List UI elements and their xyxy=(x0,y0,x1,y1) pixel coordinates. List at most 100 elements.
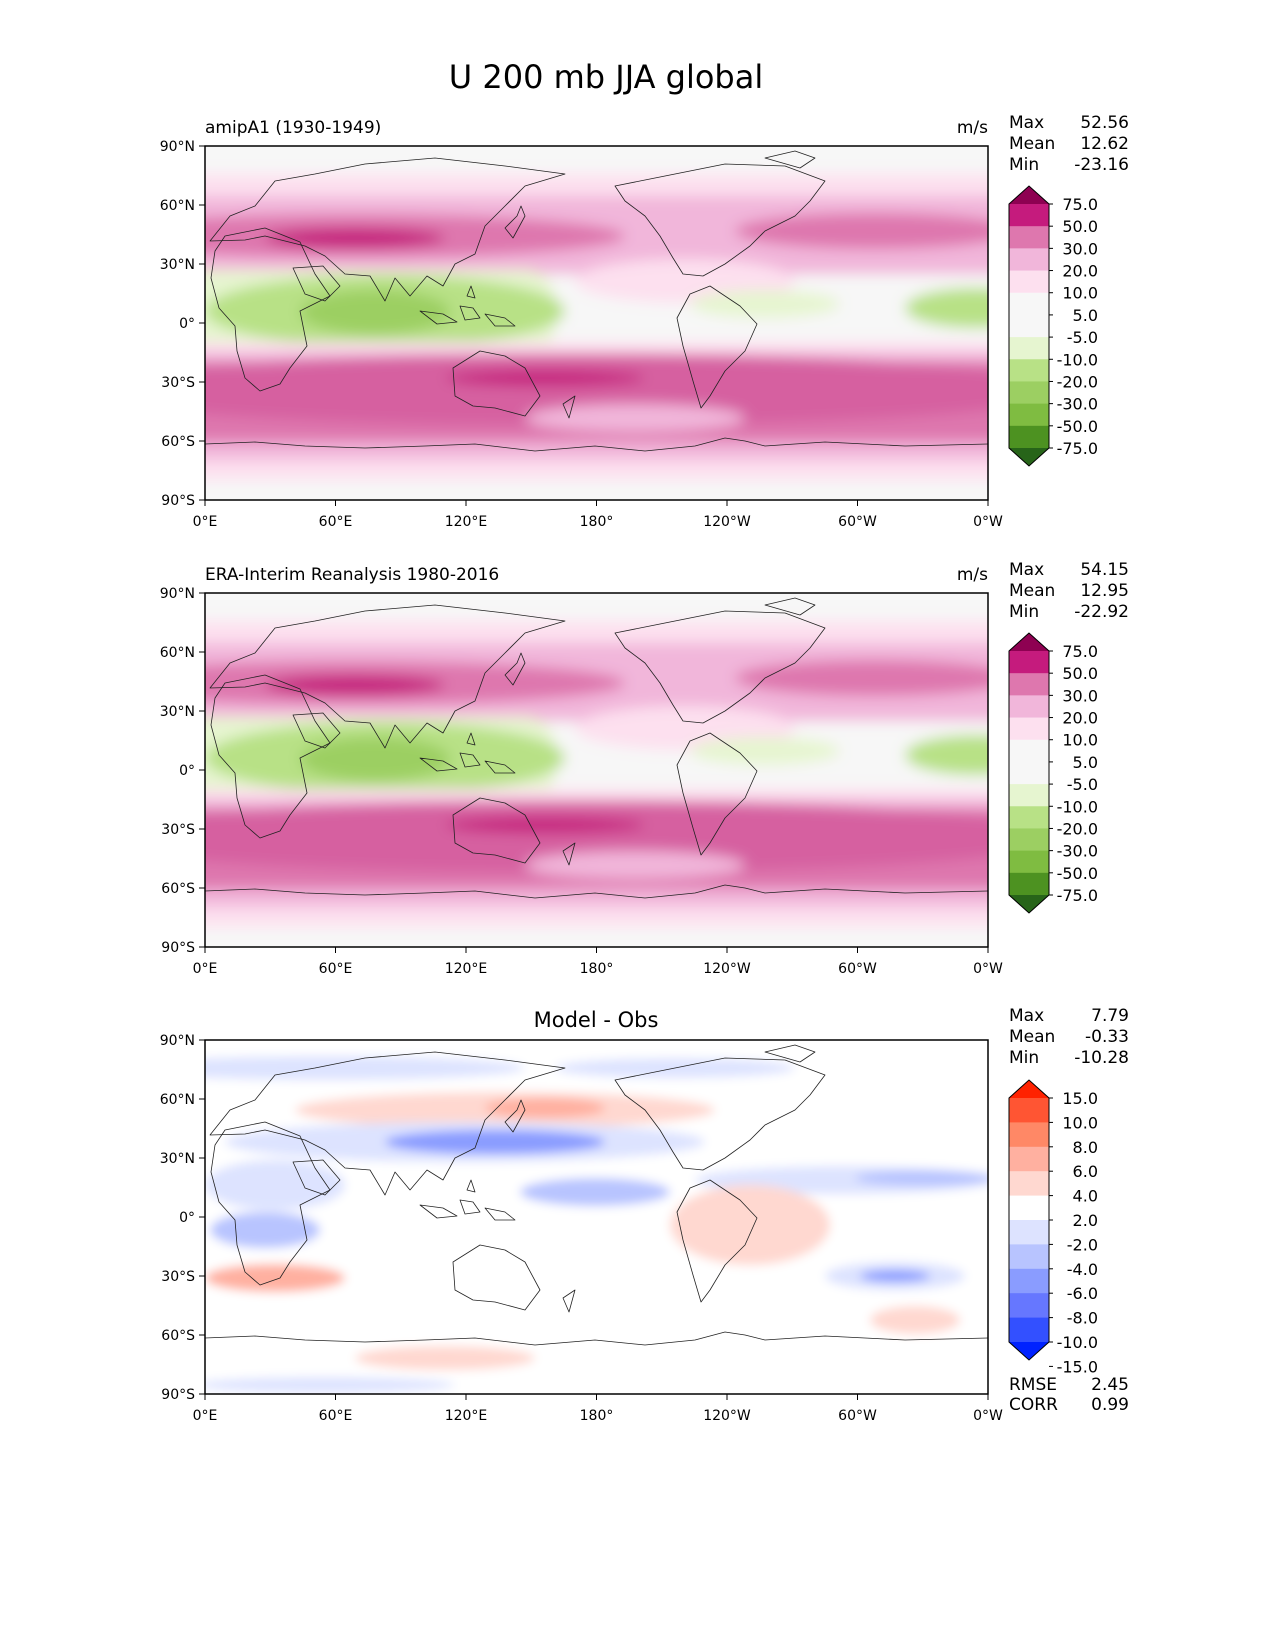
colorbar-level-label: 30.0 xyxy=(1062,686,1098,705)
colorbar-level-label: -20.0 xyxy=(1057,819,1098,838)
colorbar-level-label: 75.0 xyxy=(1062,195,1098,214)
panel-obs: ERA-Interim Reanalysis 1980-2016 m/s 90°… xyxy=(75,560,1129,977)
lon-tick-label: 0°E xyxy=(193,514,218,530)
lat-tick-label: 60°S xyxy=(161,434,195,450)
colorbar-swatch xyxy=(1009,359,1049,382)
lat-tick-label: 30°N xyxy=(160,1151,195,1167)
lat-tick-label: 60°N xyxy=(160,198,195,214)
colorbar-level-label: -6.0 xyxy=(1067,1284,1098,1303)
panel-diff-colorbar: 15.0 10.0 8.0 6.0 4.0 2.0 -2.0 -4.0 -6.0 -8.0 -10.… xyxy=(1008,1079,1098,1376)
colorbar-swatch xyxy=(1009,425,1049,449)
panel-model-min-label: Min xyxy=(1009,155,1039,175)
colorbar-swatch xyxy=(1009,1171,1049,1197)
lat-tick-label: 0° xyxy=(179,1210,195,1226)
colorbar-level-label: -15.0 xyxy=(1057,1357,1098,1376)
lat-tick-label: 30°S xyxy=(161,1269,195,1285)
colorbar-swatch xyxy=(1009,872,1049,896)
panel-model-min-value: -23.16 xyxy=(1074,155,1129,175)
panel-model-field xyxy=(75,116,1075,530)
panel-diff: Model - Obs 90°N 60°N 30°N 0° 30°S 60°S 90°S 0… xyxy=(125,1006,1129,1424)
colorbar-level-label: -30.0 xyxy=(1057,842,1098,861)
colorbar-swatch xyxy=(1009,739,1049,763)
panel-diff-corr-value: 0.99 xyxy=(1091,1395,1129,1415)
colorbar-level-label: 5.0 xyxy=(1073,753,1098,772)
panel-obs-max-label: Max xyxy=(1009,560,1044,580)
colorbar-swatch xyxy=(1009,806,1049,829)
panel-model-colorbar: 75.0 50.0 30.0 20.0 10.0 5.0 -5.0 -10.0 -20.0 -30… xyxy=(1008,185,1098,467)
colorbar-swatch xyxy=(1009,1122,1049,1148)
colorbar-swatch xyxy=(1009,1317,1049,1343)
colorbar-swatch xyxy=(1009,1195,1049,1221)
colorbar-level-label: -10.0 xyxy=(1057,797,1098,816)
panel-obs-mean-label: Mean xyxy=(1009,581,1055,601)
panel-obs-field xyxy=(75,563,1075,977)
colorbar-level-label: 2.0 xyxy=(1073,1211,1098,1230)
lon-tick-label: 120°E xyxy=(445,1408,488,1424)
panel-diff-min-label: Min xyxy=(1009,1048,1039,1068)
lat-tick-label: 60°S xyxy=(161,1328,195,1344)
colorbar-level-label: -4.0 xyxy=(1067,1260,1098,1279)
panel-model-max-value: 52.56 xyxy=(1080,113,1129,133)
lat-tick-label: 0° xyxy=(179,763,195,779)
colorbar-level-label: -2.0 xyxy=(1067,1235,1098,1254)
panel-model-mean-value: 12.62 xyxy=(1080,134,1129,154)
colorbar-level-label: 30.0 xyxy=(1062,239,1098,258)
panel-model-units: m/s xyxy=(957,118,988,138)
lon-tick-label: 120°E xyxy=(445,514,488,530)
colorbar-swatch xyxy=(1009,1293,1049,1319)
colorbar-swatch xyxy=(1009,1244,1049,1270)
colorbar-extend-max xyxy=(1009,633,1049,651)
colorbar-swatch xyxy=(1009,828,1049,852)
panel-diff-subtitle: Model - Obs xyxy=(534,1008,659,1032)
lon-tick-label: 60°W xyxy=(838,961,877,977)
colorbar-level-label: 6.0 xyxy=(1073,1162,1098,1181)
lat-tick-label: 30°N xyxy=(160,257,195,273)
lon-tick-label: 0°E xyxy=(193,961,218,977)
figure-title: U 200 mb JJA global xyxy=(449,58,763,96)
panel-diff-rmse-label: RMSE xyxy=(1009,1375,1057,1395)
colorbar-swatch xyxy=(1009,204,1049,227)
colorbar-swatch xyxy=(1009,248,1049,272)
lon-tick-label: 180° xyxy=(580,961,614,977)
lon-tick-label: 120°W xyxy=(703,514,751,530)
colorbar-level-label: -5.0 xyxy=(1067,775,1098,794)
panel-model: amipA1 (1930-1949) m/s 90°N 60°N 30°N 0° 30°… xyxy=(75,113,1129,530)
colorbar-level-label: -75.0 xyxy=(1057,886,1098,905)
colorbar-swatch xyxy=(1009,403,1049,427)
colorbar-level-label: -50.0 xyxy=(1057,864,1098,883)
colorbar-level-label: 50.0 xyxy=(1062,217,1098,236)
colorbar-swatch xyxy=(1009,226,1049,249)
colorbar-extend-max xyxy=(1009,186,1049,204)
lon-tick-label: 120°E xyxy=(445,961,488,977)
lon-tick-label: 60°E xyxy=(319,1408,353,1424)
colorbar-swatch xyxy=(1009,695,1049,719)
colorbar-level-label: -20.0 xyxy=(1057,372,1098,391)
panel-obs-units: m/s xyxy=(957,565,988,585)
panel-diff-max-label: Max xyxy=(1009,1006,1044,1026)
panel-obs-colorbar: 75.0 50.0 30.0 20.0 10.0 5.0 -5.0 -10.0 -20.0 -30… xyxy=(1008,632,1098,914)
colorbar-level-label: 10.0 xyxy=(1062,731,1098,750)
panel-diff-rmse-value: 2.45 xyxy=(1091,1375,1129,1395)
colorbar-extend-max xyxy=(1009,1080,1049,1098)
lat-tick-label: 90°N xyxy=(160,586,195,602)
colorbar-level-label: -75.0 xyxy=(1057,439,1098,458)
colorbar-level-label: -10.0 xyxy=(1057,350,1098,369)
lon-tick-label: 120°W xyxy=(703,1408,751,1424)
panel-model-mean-label: Mean xyxy=(1009,134,1055,154)
panel-diff-min-value: -10.28 xyxy=(1074,1048,1129,1068)
colorbar-swatch xyxy=(1009,381,1049,405)
colorbar-swatch xyxy=(1009,1098,1049,1123)
lat-tick-label: 90°S xyxy=(161,940,195,956)
lat-tick-label: 90°S xyxy=(161,493,195,509)
lon-tick-label: 0°W xyxy=(973,514,1003,530)
colorbar-level-label: -5.0 xyxy=(1067,328,1098,347)
colorbar-extend-min xyxy=(1009,448,1049,466)
lat-tick-label: 60°N xyxy=(160,645,195,661)
colorbar-swatch xyxy=(1009,1268,1049,1294)
panel-diff-field xyxy=(125,1010,1018,1424)
colorbar-level-label: 20.0 xyxy=(1062,709,1098,728)
colorbar-level-label: 10.0 xyxy=(1062,1113,1098,1132)
lat-tick-label: 30°S xyxy=(161,375,195,391)
lon-tick-label: 60°W xyxy=(838,1408,877,1424)
colorbar-swatch xyxy=(1009,673,1049,696)
